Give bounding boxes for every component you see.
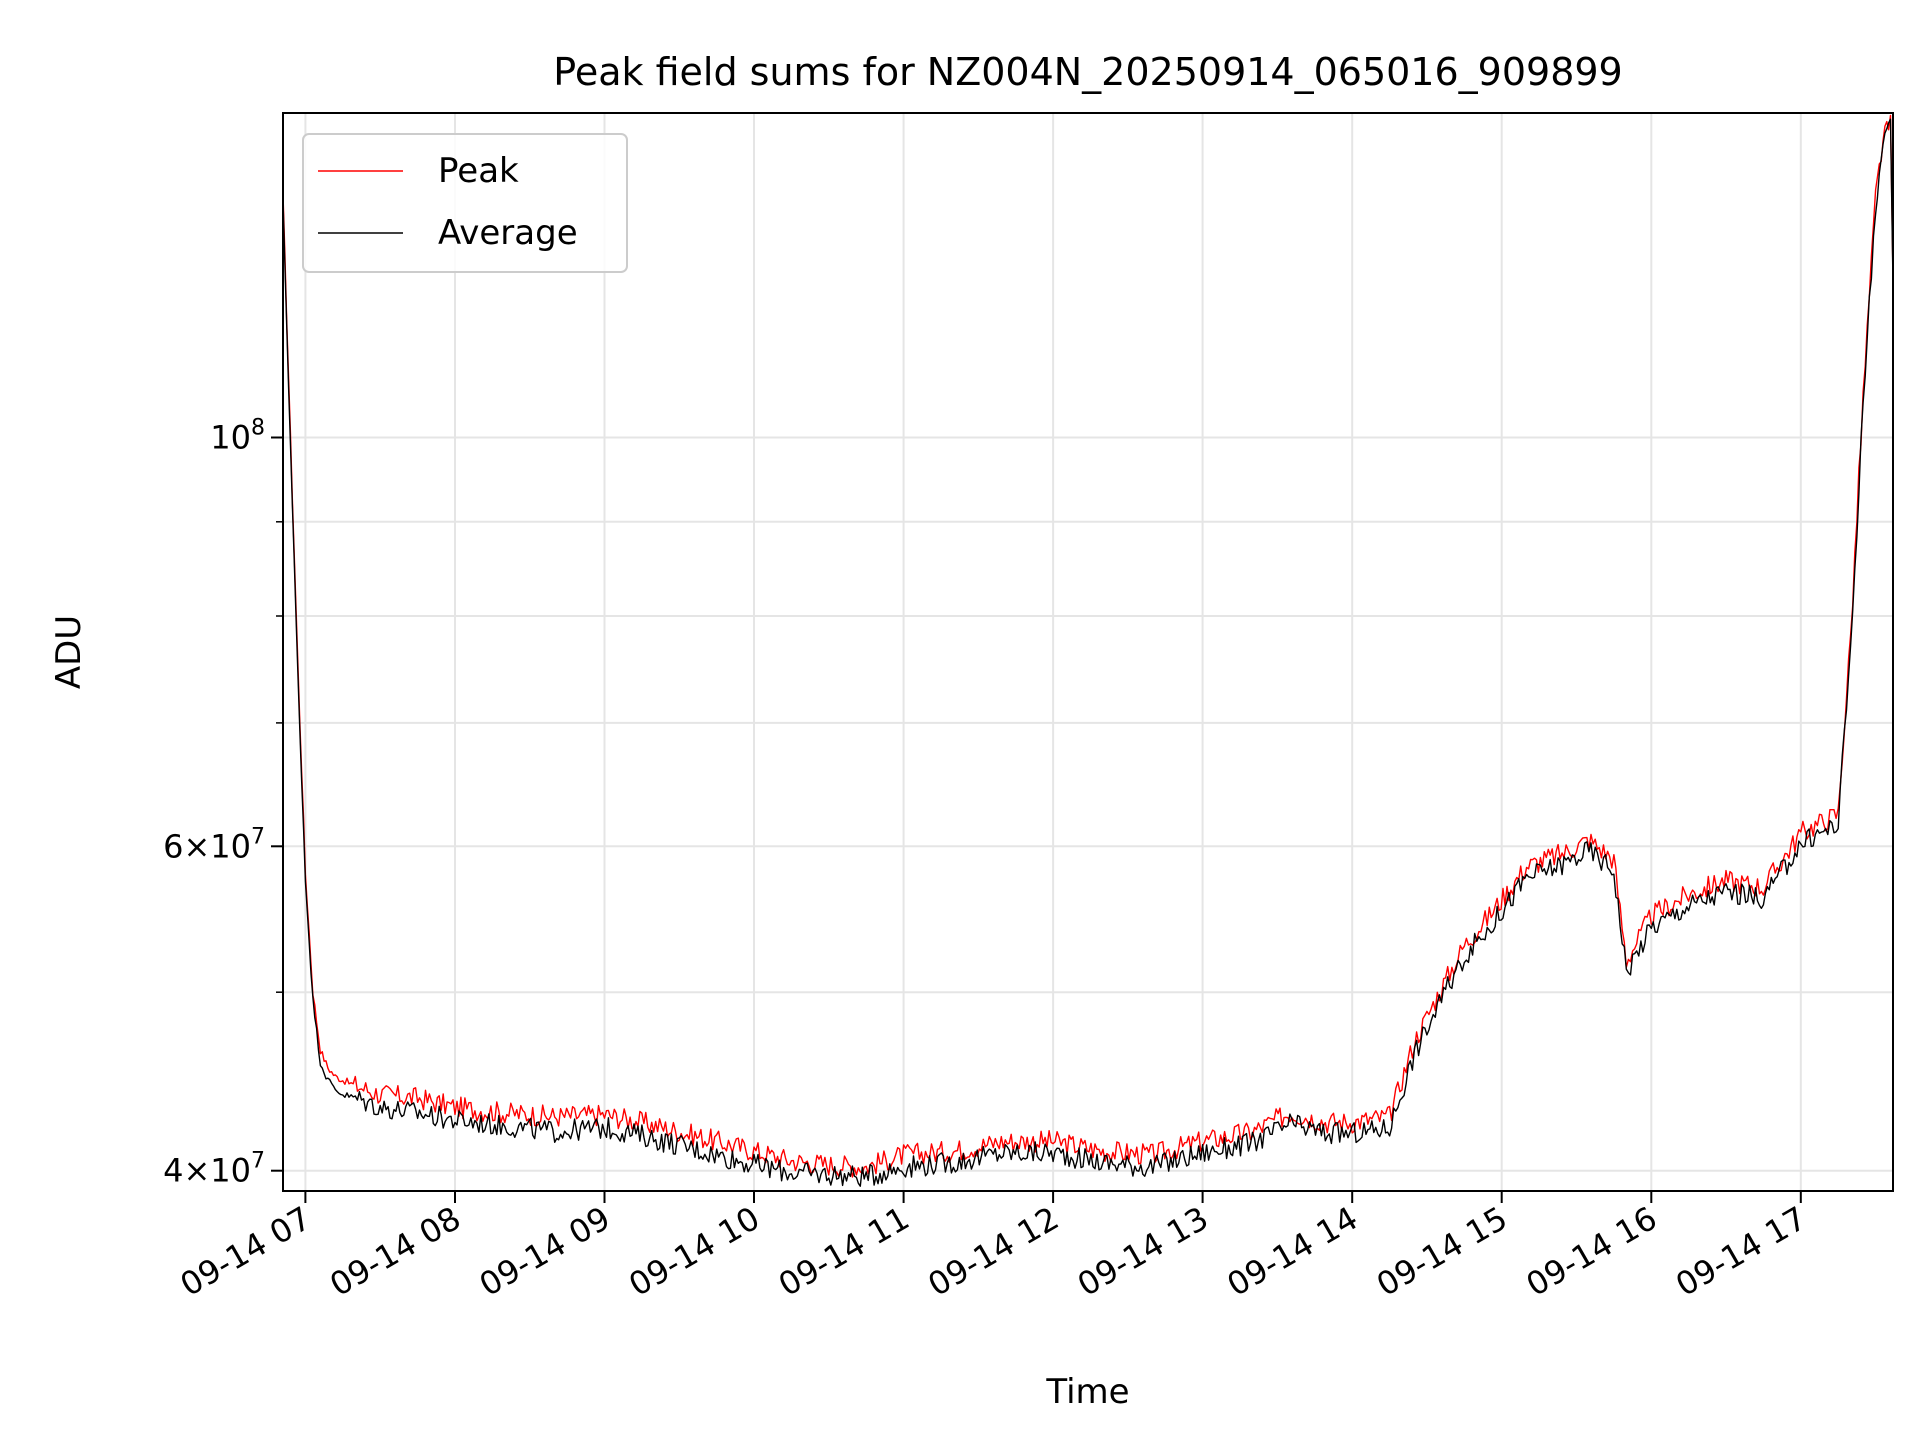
chart-title: Peak field sums for NZ004N_20250914_0650…: [553, 50, 1622, 94]
y-tick-label: 6×107: [163, 824, 265, 865]
y-axis-label: ADU: [49, 615, 89, 689]
y-tick-label: 4×107: [163, 1149, 265, 1190]
y-tick-label: 108: [210, 416, 265, 457]
legend-box: [302, 133, 628, 273]
series-average-line: [282, 118, 1894, 1187]
legend-label-average: Average: [438, 213, 578, 253]
y-axis-ticks: 4×107 6×107 108: [163, 416, 283, 1190]
legend-label-peak: Peak: [438, 151, 519, 191]
series-layer: [282, 114, 1894, 1187]
x-axis-label: Time: [1045, 1372, 1129, 1412]
series-peak-line: [282, 114, 1894, 1178]
legend: Peak Average: [302, 133, 628, 273]
grid-lines: [283, 113, 1893, 1191]
plot-frame: [282, 112, 1894, 1192]
